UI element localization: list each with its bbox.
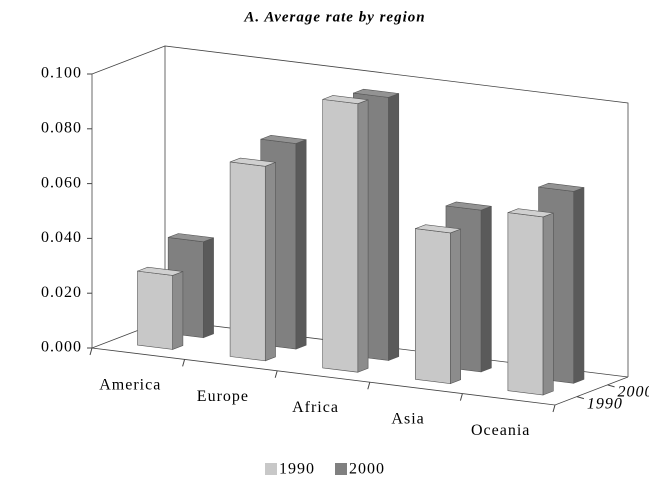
y-tick-label: 0.040: [41, 229, 82, 246]
legend-label: 1990: [279, 461, 315, 478]
x-tick-label: Asia: [391, 411, 424, 428]
x-tick-label: Europe: [197, 388, 249, 405]
bar-top: [507, 208, 554, 218]
bar: [322, 99, 359, 373]
back-wall-top: [91, 45, 166, 75]
chart-title: A. Average rate by region: [243, 9, 425, 25]
bar-side: [388, 93, 400, 361]
x-tick-label: America: [99, 376, 161, 393]
bar-group: [229, 157, 276, 362]
bar-group: [137, 266, 184, 350]
x-tick: [182, 359, 186, 367]
bar-top: [445, 201, 492, 211]
legend-label: 2000: [349, 461, 385, 478]
bar: [137, 270, 173, 350]
y-tick-label: 0.060: [41, 174, 82, 191]
x-tick: [89, 347, 93, 356]
bar-top: [353, 88, 399, 98]
x-tick: [552, 404, 556, 413]
bar: [229, 161, 266, 362]
bar-top: [322, 95, 369, 105]
bar-side: [542, 212, 554, 396]
x-tick-label: Oceania: [471, 422, 530, 439]
bar-top: [260, 135, 307, 144]
x-tick: [459, 393, 463, 401]
bar-top: [168, 233, 214, 243]
bar: [414, 228, 451, 384]
bar-top: [538, 182, 585, 192]
y-tick-label: 0.000: [41, 339, 82, 356]
bar: [507, 212, 544, 396]
back-wall: [164, 45, 629, 377]
bar-side: [357, 99, 369, 373]
legend-swatch: [335, 463, 347, 475]
axis-frame: [91, 74, 629, 406]
y-tick-label: 0.100: [41, 65, 82, 82]
x-tick: [274, 370, 278, 378]
bar-top: [229, 157, 276, 167]
depth-tick: [607, 384, 615, 388]
bar-side: [172, 271, 184, 350]
depth-label: 1990: [587, 395, 623, 412]
bar-side: [573, 187, 585, 384]
bar-group: [414, 224, 462, 385]
depth-label: 2000: [618, 384, 649, 401]
y-tick-label: 0.080: [41, 119, 82, 136]
bar-top: [415, 224, 461, 234]
bar-top: [137, 266, 184, 276]
bar-group: [507, 208, 554, 396]
bar-side: [480, 205, 492, 373]
x-tick: [367, 382, 371, 390]
bar-side: [203, 237, 214, 339]
legend-swatch: [265, 463, 277, 475]
depth-tick: [576, 396, 585, 400]
bar-side: [295, 139, 307, 350]
y-tick-label: 0.020: [41, 284, 82, 301]
bar-group: [322, 95, 369, 373]
x-tick-label: Africa: [292, 399, 339, 416]
bar-side: [450, 228, 462, 385]
bar-side: [264, 161, 276, 362]
